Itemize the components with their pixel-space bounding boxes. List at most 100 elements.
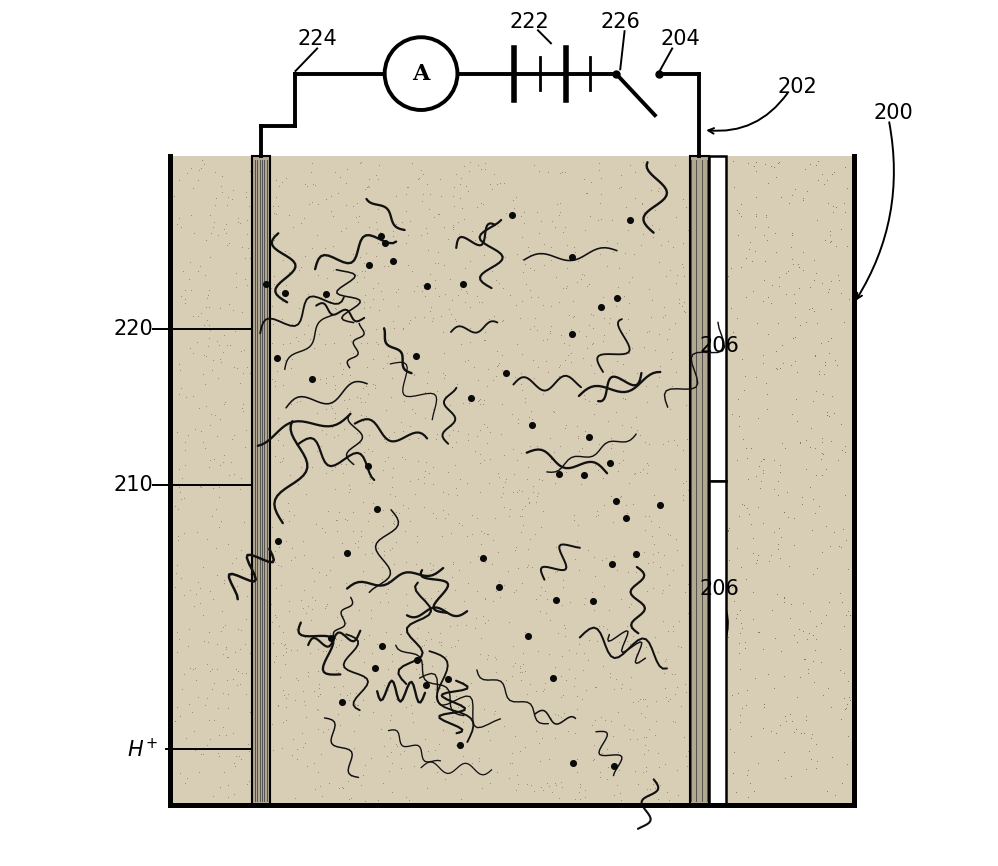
Point: [386, 517, 402, 531]
Point: [278, 534, 294, 548]
Point: [750, 548, 766, 562]
Point: [636, 746, 652, 760]
Point: [733, 755, 748, 769]
Point: [270, 411, 286, 425]
Point: [780, 264, 796, 278]
Point: [387, 535, 403, 549]
Point: [797, 566, 813, 580]
Point: [318, 599, 334, 613]
Point: [548, 593, 564, 607]
Point: [502, 756, 518, 770]
Point: [621, 565, 637, 578]
Point: [746, 532, 761, 546]
Point: [339, 630, 355, 644]
Point: [813, 616, 829, 630]
Point: [413, 228, 429, 242]
Point: [208, 501, 224, 515]
Point: [268, 581, 284, 595]
Point: [748, 556, 763, 570]
Point: [350, 644, 366, 658]
Point: [172, 485, 188, 499]
Point: [699, 603, 715, 617]
Point: [767, 516, 783, 530]
Point: [825, 734, 841, 748]
Point: [436, 258, 452, 272]
Point: [535, 298, 551, 312]
Point: [557, 621, 573, 635]
Point: [270, 199, 286, 213]
Point: [267, 609, 283, 623]
Point: [736, 292, 751, 306]
Point: [250, 197, 266, 211]
Point: [403, 635, 419, 649]
Point: [203, 732, 219, 746]
Point: [170, 624, 186, 638]
Point: [768, 362, 784, 376]
Point: [539, 332, 555, 346]
Point: [651, 644, 667, 658]
Point: [489, 766, 505, 779]
Point: [311, 681, 327, 695]
Point: [678, 306, 694, 320]
Point: [498, 472, 514, 486]
Point: [787, 330, 803, 344]
Point: [556, 706, 572, 720]
Point: [746, 585, 761, 598]
Point: [560, 348, 576, 362]
Point: [298, 414, 314, 428]
Point: [297, 178, 313, 191]
Point: [727, 180, 743, 194]
Point: [803, 409, 819, 423]
Point: [840, 583, 856, 597]
Point: [242, 321, 257, 335]
Point: [501, 771, 517, 785]
Point: [481, 313, 497, 326]
Point: [771, 458, 787, 472]
Point: [804, 727, 820, 741]
Point: [809, 753, 825, 767]
Point: [372, 225, 388, 239]
Point: [795, 233, 811, 247]
Point: [819, 173, 835, 187]
Point: [357, 794, 373, 808]
Point: [740, 466, 755, 480]
Point: [225, 672, 241, 686]
Point: [840, 729, 856, 743]
Point: [329, 524, 345, 538]
Point: [572, 780, 588, 794]
Point: [264, 372, 280, 386]
Point: [820, 410, 836, 423]
Point: [613, 793, 629, 807]
Point: [528, 724, 544, 738]
Point: [218, 226, 234, 240]
Point: [768, 481, 784, 495]
Point: [380, 682, 396, 696]
Point: [726, 325, 742, 339]
Point: [205, 662, 221, 676]
Point: [265, 655, 281, 669]
Point: [551, 708, 567, 722]
Point: [722, 722, 738, 736]
Point: [349, 540, 365, 553]
Point: [330, 186, 346, 200]
Point: [436, 220, 452, 234]
Point: [704, 409, 720, 423]
Point: [768, 246, 784, 260]
Point: [808, 761, 824, 775]
Point: [173, 381, 189, 395]
Point: [229, 266, 245, 280]
Point: [221, 297, 237, 311]
Point: [832, 586, 848, 600]
Point: [367, 216, 383, 229]
Point: [722, 553, 738, 566]
Point: [190, 575, 206, 589]
Point: [384, 314, 400, 328]
Point: [495, 281, 511, 294]
Point: [729, 430, 745, 444]
Point: [376, 236, 392, 250]
Point: [820, 595, 836, 609]
Point: [801, 744, 817, 758]
Point: [725, 766, 741, 780]
Point: [769, 537, 785, 551]
Point: [839, 239, 855, 253]
